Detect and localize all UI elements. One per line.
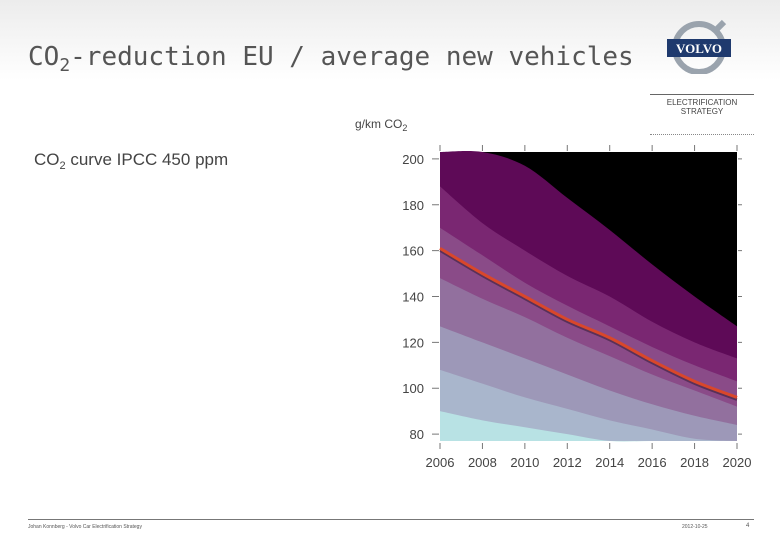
slide-title: CO2-reduction EU / average new vehicles — [28, 42, 634, 76]
volvo-logo: VOLVO — [667, 19, 731, 74]
footer-divider — [28, 519, 754, 520]
area-band-6 — [440, 369, 737, 441]
logo-divider — [650, 94, 754, 95]
area-band-7 — [440, 411, 737, 442]
logo-arrow — [711, 19, 727, 35]
y-axis-label-main: g/km CO — [355, 117, 403, 131]
footer-author: Johan Konnberg - Volvo Car Electrificati… — [28, 524, 142, 530]
title-co: CO — [28, 42, 60, 72]
x-tick-label: 2010 — [510, 455, 539, 470]
title-subscript: 2 — [59, 55, 71, 76]
x-tick-label: 2008 — [468, 455, 497, 470]
y-tick-label: 140 — [402, 290, 424, 305]
series-line-shadow-1 — [439, 249, 738, 401]
x-tick-label: 2006 — [426, 455, 455, 470]
y-tick-label: 120 — [402, 335, 424, 350]
y-tick-label: 160 — [402, 244, 424, 259]
y-tick-label: 200 — [402, 152, 424, 167]
y-axis-label-subscript: 2 — [402, 123, 408, 133]
legend-rest: curve IPCC 450 ppm — [65, 150, 229, 169]
footer-date: 2012-10-25 — [682, 524, 708, 530]
section-dotted-divider — [650, 134, 754, 135]
x-tick-label: 2014 — [595, 455, 624, 470]
footer-page-number: 4 — [746, 523, 750, 529]
y-tick-label: 180 — [402, 198, 424, 213]
legend-co: CO — [34, 150, 60, 169]
logo-text: VOLVO — [676, 41, 722, 56]
logo-band — [667, 39, 731, 57]
x-tick-label: 2012 — [553, 455, 582, 470]
x-tick-label: 2018 — [680, 455, 709, 470]
x-tick-label: 2020 — [723, 455, 752, 470]
legend-subscript: 2 — [59, 160, 66, 172]
legend-label: CO2 curve IPCC 450 ppm — [34, 150, 228, 172]
series-line-1 — [439, 247, 738, 399]
section-label: ELECTRIFICATION STRATEGY — [666, 98, 738, 116]
title-rest: -reduction EU / average new vehicles — [70, 42, 634, 72]
y-tick-label: 80 — [410, 427, 424, 442]
x-tick-label: 2016 — [638, 455, 667, 470]
y-tick-label: 100 — [402, 381, 424, 396]
y-axis-label: g/km CO2 — [355, 117, 407, 133]
